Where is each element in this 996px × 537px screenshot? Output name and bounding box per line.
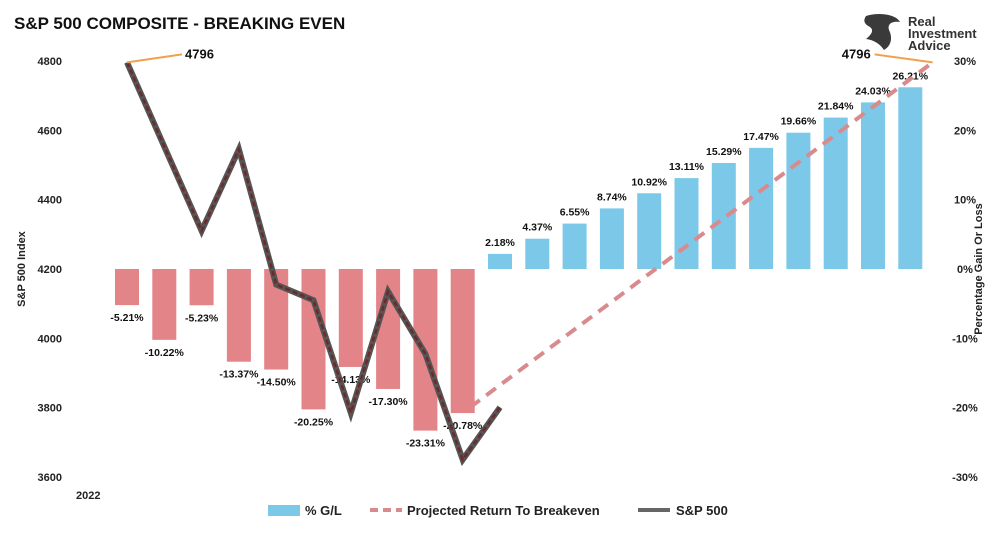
bar xyxy=(637,193,662,269)
bar xyxy=(861,102,885,269)
bar-value-label: -5.23% xyxy=(185,312,219,324)
bar-value-label: -10.22% xyxy=(145,347,185,359)
bar xyxy=(152,269,177,340)
bar xyxy=(488,253,512,269)
bars xyxy=(115,87,923,431)
bar xyxy=(525,238,550,269)
real-investment-advice-logo: Real Investment Advice xyxy=(864,14,977,53)
left-axis-title: S&P 500 Index xyxy=(16,230,28,306)
bar-value-label: 15.29% xyxy=(706,146,742,158)
right-axis-title: Percentage Gain Or Loss xyxy=(973,203,985,334)
bar xyxy=(189,269,214,306)
bar xyxy=(749,147,774,269)
projected-breakeven-line xyxy=(468,60,934,409)
logo-line-1: Real xyxy=(908,14,935,29)
bar-value-label: 19.66% xyxy=(781,116,817,128)
left-tick-label: 3600 xyxy=(38,472,62,484)
start-callout-label: 4796 xyxy=(185,46,214,61)
right-tick-label: 20% xyxy=(954,125,976,137)
legend-label-sp500: S&P 500 xyxy=(676,503,728,518)
bar-value-label: -14.50% xyxy=(257,377,297,389)
end-callout-line xyxy=(874,53,933,64)
left-tick-label: 4600 xyxy=(38,125,62,137)
bar-value-label: 4.37% xyxy=(522,222,552,234)
sp500-line-core xyxy=(125,61,502,463)
bar-value-label: 24.03% xyxy=(855,85,891,97)
bar xyxy=(338,269,363,367)
legend: % G/L Projected Return To Breakeven S&P … xyxy=(268,503,728,518)
right-tick-label: 10% xyxy=(954,195,976,207)
left-tick-label: 3800 xyxy=(38,403,62,415)
bar-value-label: -17.30% xyxy=(369,396,409,408)
bar-value-label: 6.55% xyxy=(560,207,590,219)
bar xyxy=(450,269,475,414)
bar-value-label: 21.84% xyxy=(818,101,854,113)
bar-value-label: -5.21% xyxy=(110,312,144,324)
logo-line-2: Investment xyxy=(908,26,977,41)
right-tick-label: 0% xyxy=(957,264,973,276)
bar-value-label: 2.18% xyxy=(485,237,515,249)
bar xyxy=(599,208,624,269)
left-tick-label: 4400 xyxy=(38,195,62,207)
bar-value-label: -23.31% xyxy=(406,438,446,450)
left-tick-label: 4200 xyxy=(38,264,62,276)
bar-labels: -5.21% -10.22% -5.23% -13.37%-14.50% -20.25%… xyxy=(110,70,928,449)
left-axis-ticks: 3600 3800 4000 4200 4400 4600 4800 xyxy=(38,56,62,484)
legend-swatch-gl xyxy=(268,505,300,516)
right-tick-label: -30% xyxy=(952,472,978,484)
bar xyxy=(226,269,251,362)
year-label: 2022 xyxy=(76,490,100,502)
eagle-head-icon xyxy=(864,14,900,50)
bar-value-label: -20.25% xyxy=(294,416,334,428)
end-callout-label: 4796 xyxy=(842,46,871,61)
callouts: 4796 4796 xyxy=(126,46,933,64)
bar xyxy=(674,178,699,269)
right-tick-label: -10% xyxy=(952,333,978,345)
legend-label-projected: Projected Return To Breakeven xyxy=(407,503,600,518)
bar xyxy=(562,223,587,269)
bar-value-label: 10.92% xyxy=(631,176,667,188)
bar xyxy=(711,162,736,269)
bar-value-label: -13.37% xyxy=(219,369,259,381)
bar xyxy=(786,132,811,269)
right-tick-label: 30% xyxy=(954,56,976,68)
left-tick-label: 4800 xyxy=(38,56,62,68)
lines xyxy=(124,60,934,467)
left-tick-label: 4000 xyxy=(38,333,62,345)
right-axis-ticks: -30% -20% -10% 0% 10% 20% 30% xyxy=(952,56,978,484)
bar-value-label: 13.11% xyxy=(669,161,705,173)
bar-value-label: 8.74% xyxy=(597,191,627,203)
chart-title: S&P 500 COMPOSITE - BREAKING EVEN xyxy=(14,14,345,33)
bar-value-label: 17.47% xyxy=(743,131,779,143)
start-callout-line xyxy=(126,53,183,64)
bar xyxy=(301,269,326,410)
legend-label-gl: % G/L xyxy=(305,503,342,518)
bar xyxy=(898,87,923,269)
bar xyxy=(115,269,139,306)
right-tick-label: -20% xyxy=(952,403,978,415)
logo-line-3: Advice xyxy=(908,38,951,53)
